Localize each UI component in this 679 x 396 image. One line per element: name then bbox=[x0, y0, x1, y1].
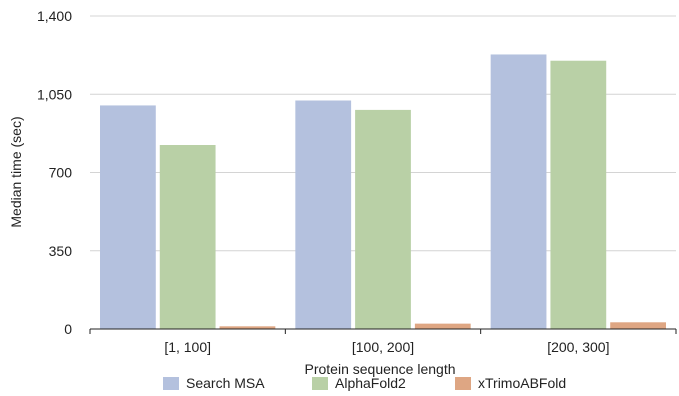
legend-swatch bbox=[455, 377, 471, 390]
bar bbox=[550, 60, 607, 329]
bar bbox=[610, 322, 666, 329]
y-tick-label: 0 bbox=[64, 321, 72, 337]
legend-label: AlphaFold2 bbox=[335, 375, 406, 391]
legend-swatch bbox=[312, 377, 328, 390]
y-tick-label: 1,050 bbox=[37, 86, 72, 102]
legend-swatch bbox=[163, 377, 179, 390]
bar bbox=[219, 326, 276, 329]
x-axis-title: Protein sequence length bbox=[305, 361, 456, 377]
y-tick-label: 350 bbox=[49, 243, 73, 259]
bar bbox=[414, 323, 471, 329]
y-axis-title: Median time (sec) bbox=[8, 116, 24, 227]
y-axis-ticks: 0 350 700 1,050 1,400 bbox=[37, 8, 72, 337]
x-tick-label: [200, 300] bbox=[547, 339, 609, 355]
y-tick-label: 1,400 bbox=[37, 8, 72, 24]
legend-label: xTrimoABFold bbox=[478, 375, 566, 391]
bar bbox=[490, 54, 547, 329]
bar bbox=[159, 145, 216, 329]
legend: Search MSA AlphaFold2 xTrimoABFold bbox=[163, 375, 566, 391]
y-tick-label: 700 bbox=[49, 165, 73, 181]
x-tick-label: [100, 200] bbox=[352, 339, 414, 355]
x-tick-label: [1, 100] bbox=[164, 339, 211, 355]
x-axis-ticks: [1, 100] [100, 200] [200, 300] bbox=[89, 329, 677, 355]
legend-label: Search MSA bbox=[186, 375, 265, 391]
bars bbox=[100, 54, 666, 330]
bar bbox=[295, 100, 352, 329]
bar bbox=[355, 109, 411, 330]
bar bbox=[100, 105, 156, 329]
